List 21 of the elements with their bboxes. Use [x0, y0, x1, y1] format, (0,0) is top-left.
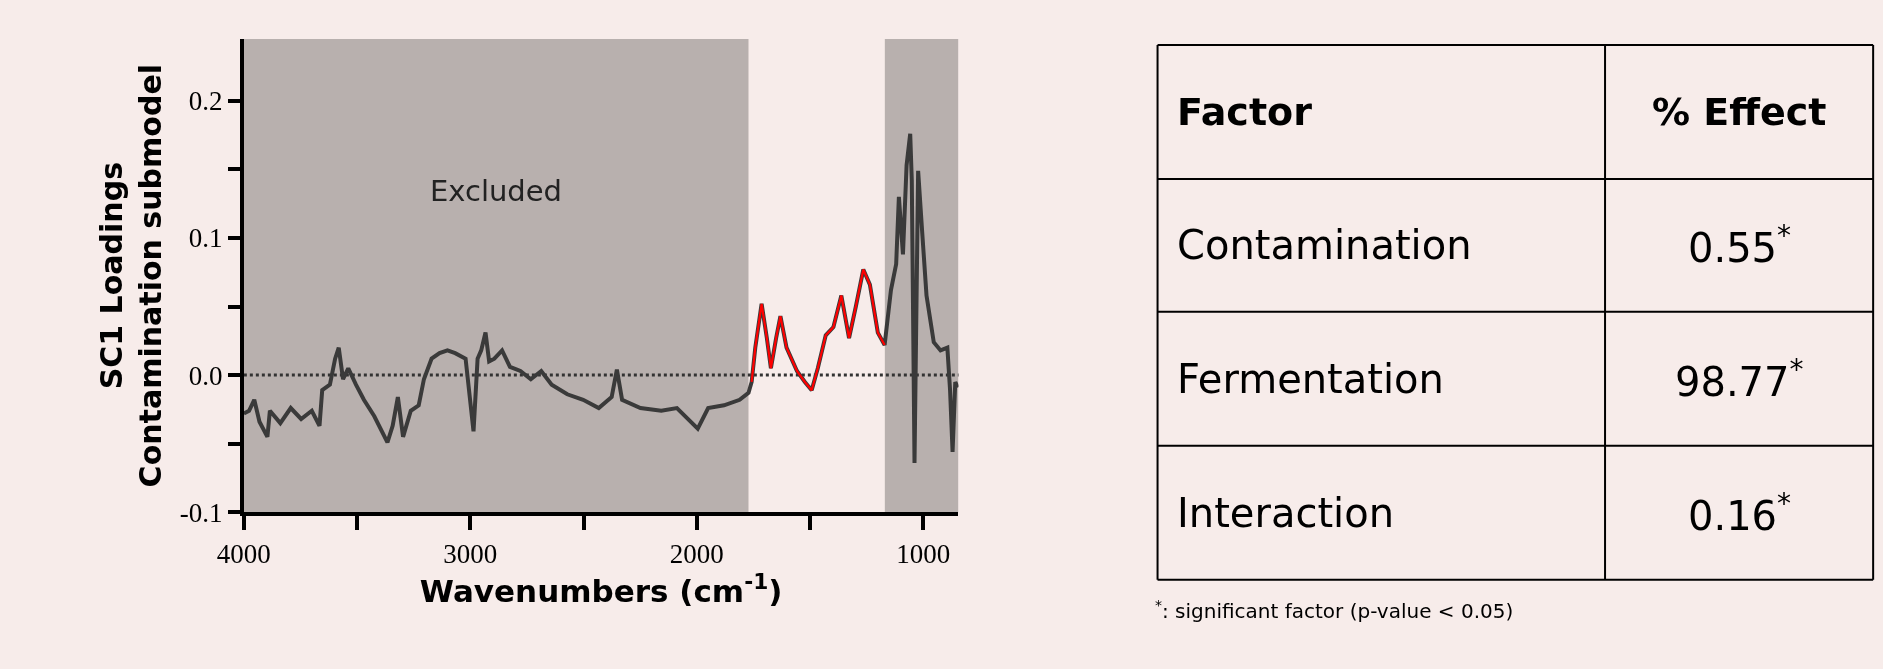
y-tick-label: 0.0 [188, 360, 223, 391]
text: Fermentation [1177, 356, 1444, 402]
line-series [750, 268, 886, 392]
x-tick-label: 3000 [443, 538, 498, 569]
x-tick-label: 1000 [896, 538, 951, 569]
text: Interaction [1177, 490, 1395, 536]
text: % Effect [1652, 90, 1827, 134]
x-tick-label: 2000 [669, 538, 724, 569]
y-tick-label: -0.1 [179, 497, 223, 528]
text: Factor [1177, 90, 1313, 134]
y-tick-label: 0.1 [188, 223, 223, 254]
text: 0.16$^{*}$ [1688, 487, 1792, 539]
y-axis-title: SC1 Loadings Contamination submodel [94, 63, 169, 488]
x-tick-label: 4000 [216, 538, 271, 569]
text: $^{*}$: significant factor (p-value < 0.05) [1155, 597, 1514, 624]
text: 0.55$^{*}$ [1688, 219, 1792, 271]
band-label: Excluded [430, 174, 563, 208]
y-tick-label: 0.2 [188, 86, 223, 117]
text: Contamination [1177, 222, 1472, 268]
text: 98.77$^{*}$ [1675, 353, 1804, 405]
x-axis-title: Wavenumbers (cm$^{-1}$) [419, 568, 783, 609]
